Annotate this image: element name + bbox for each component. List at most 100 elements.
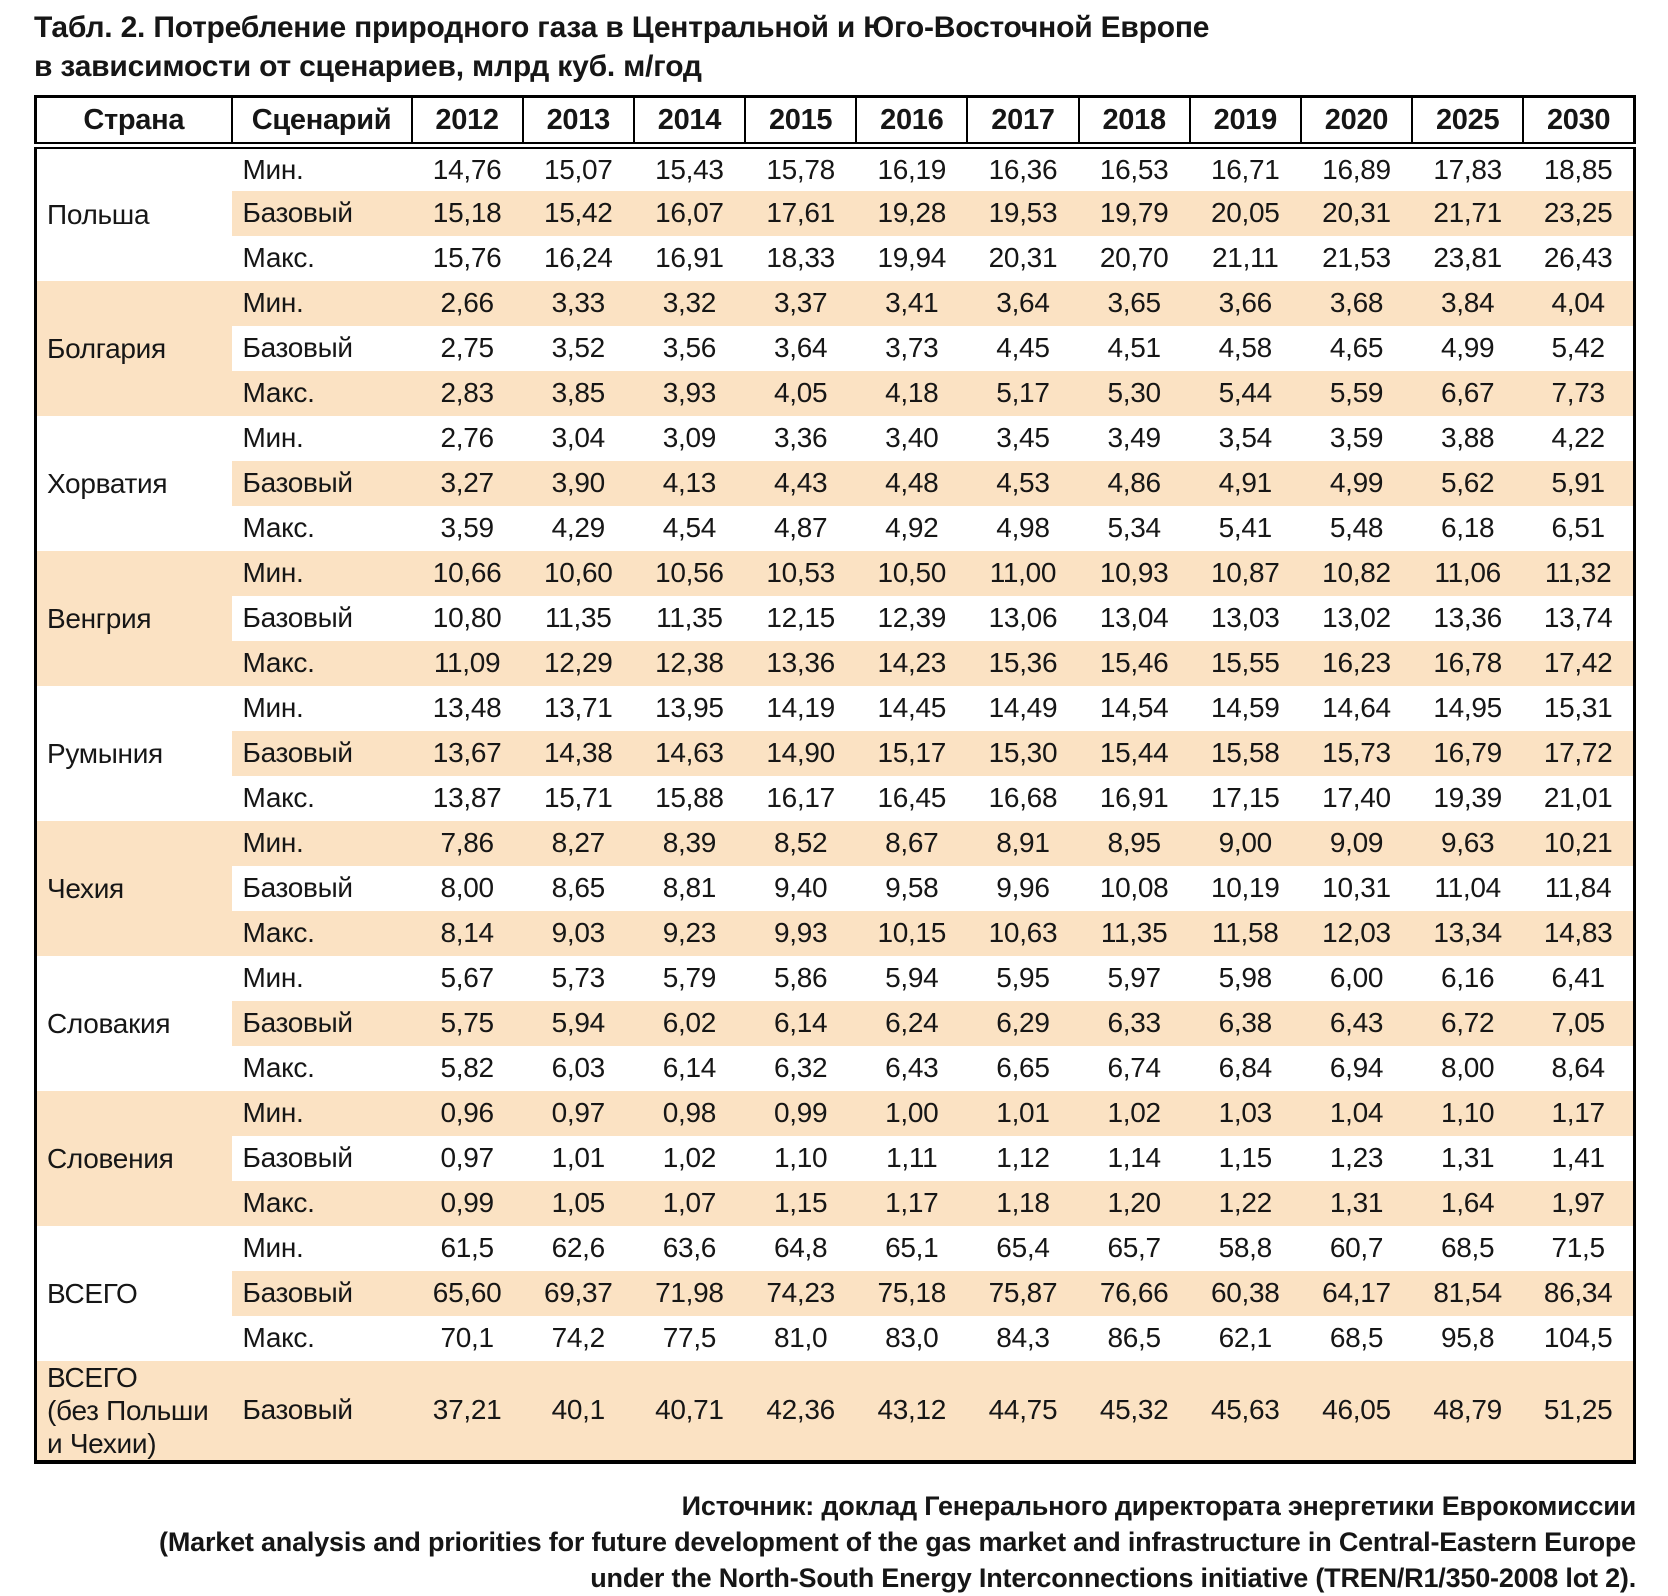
scenario-cell: Макс. [231, 640, 412, 686]
value-cell: 16,17 [766, 782, 835, 813]
header-cell-scenario: Сценарий [230, 96, 412, 149]
scenario-cell: Мин. [242, 1232, 304, 1263]
value-cell: 4,04 [1523, 280, 1635, 326]
scenario-cell: Мин. [242, 692, 304, 723]
value-cell: 0,97 [440, 1142, 494, 1173]
value-cell: 3,40 [885, 422, 939, 453]
value-cell: 1,01 [551, 1142, 606, 1173]
value-cell: 1,31 [1300, 1180, 1413, 1226]
value-cell: 15,58 [1189, 730, 1301, 776]
gas-consumption-table: Страна Сценарий 2012 2013 2014 2015 2016 2017 20… [34, 95, 1636, 1464]
value-cell: 15,17 [856, 730, 968, 776]
value-cell: 10,15 [856, 910, 968, 956]
country-cell: Польша [47, 199, 150, 231]
value-cell: 16,19 [877, 153, 947, 185]
value-cell: 14,23 [856, 640, 968, 686]
value-cell: 21,71 [1412, 190, 1524, 236]
value-cell: 65,7 [1107, 1232, 1161, 1263]
header-cell-year: 2025 [1411, 96, 1524, 149]
value-cell: 20,31 [1300, 190, 1413, 236]
value-cell: 9,63 [1412, 820, 1524, 866]
value-cell: 6,24 [856, 1000, 968, 1046]
value-cell: 15,31 [1543, 692, 1613, 723]
value-cell: 21,01 [1543, 782, 1613, 813]
value-cell: 4,13 [633, 460, 746, 506]
value-cell: 6,14 [745, 1000, 857, 1046]
value-cell: 6,14 [662, 1052, 717, 1083]
value-cell: 4,91 [1189, 460, 1301, 506]
value-cell: 5,67 [440, 962, 494, 993]
country-cell: Чехия [35, 820, 232, 956]
value-cell: 58,8 [1218, 1232, 1273, 1263]
value-cell: 4,99 [1300, 460, 1413, 506]
value-cell: 8,67 [856, 820, 968, 866]
table-row: Хорватия Мин. 2,76 3,04 3,09 3,36 3,40 3,45 3,49… [36, 416, 1635, 499]
value-cell: 70,1 [440, 1322, 494, 1353]
value-cell: 4,99 [1440, 332, 1495, 363]
table-row: Чехия Мин. 7,86 8,27 8,39 8,52 8,67 8,91 8,95 9,0… [35, 820, 1635, 956]
value-cell: 61,5 [440, 1232, 494, 1263]
scenario-cell: Макс. [242, 242, 315, 273]
value-cell: 4,48 [856, 460, 968, 506]
scenario-cell: Базовый [231, 730, 412, 776]
value-cell: 10,60 [522, 550, 634, 596]
value-cell: 69,37 [522, 1270, 634, 1316]
value-cell: 13,03 [1211, 602, 1280, 633]
value-cell: 62,6 [551, 1232, 606, 1263]
value-cell: 14,90 [745, 730, 857, 776]
value-cell: 71,5 [1551, 1232, 1605, 1263]
value-cell: 0,97 [522, 1090, 634, 1136]
value-cell: 16,78 [1412, 640, 1524, 686]
value-cell: 4,58 [1218, 332, 1273, 363]
value-cell: 86,34 [1523, 1270, 1635, 1316]
value-cell: 3,93 [633, 370, 746, 416]
value-cell: 14,19 [766, 692, 835, 723]
value-cell: 64,8 [773, 1232, 828, 1263]
value-cell: 14,64 [1322, 692, 1391, 723]
value-cell: 3,54 [1218, 422, 1273, 453]
table-row: Макс. 15,76 16,24 16,91 18,33 19,94 20,31 20,70… [36, 236, 1635, 281]
value-cell: 15,42 [522, 190, 634, 236]
value-cell: 68,5 [1329, 1322, 1384, 1353]
value-cell: 9,40 [773, 872, 828, 903]
country-cell: Словакия [47, 1007, 171, 1039]
value-cell: 4,92 [885, 512, 939, 543]
value-cell: 15,18 [411, 190, 523, 236]
value-cell: 5,95 [996, 962, 1050, 993]
value-cell: 13,48 [432, 692, 502, 723]
value-cell: 6,74 [1107, 1052, 1161, 1083]
table-row: Макс. 3,59 4,29 4,54 4,87 4,92 4,98 5,34 5,41 5,4… [36, 506, 1635, 551]
value-cell: 8,00 [1440, 1052, 1495, 1083]
value-cell: 60,38 [1189, 1270, 1301, 1316]
value-cell: 2,75 [440, 332, 494, 363]
value-cell: 6,33 [1078, 1000, 1190, 1046]
table-row: ВСЕГО (без Польши и Чехии) Базовый 37,21 40… [35, 1360, 1635, 1462]
value-cell: 3,64 [773, 332, 828, 363]
value-cell: 14,63 [633, 730, 746, 776]
value-cell: 10,50 [856, 550, 968, 596]
value-cell: 3,36 [773, 422, 828, 453]
value-cell: 8,27 [522, 820, 634, 866]
table-row: Базовый 2,75 3,52 3,56 3,64 3,73 4,45 4,51 4,58 4… [36, 326, 1635, 371]
value-cell: 4,43 [745, 460, 857, 506]
value-cell: 10,21 [1523, 820, 1635, 866]
value-cell: 8,00 [440, 872, 494, 903]
value-cell: 4,22 [1551, 422, 1605, 453]
table-row: Венгрия Мин. 10,66 10,60 10,56 10,53 10,50 11,0… [35, 550, 1635, 686]
value-cell: 43,12 [856, 1360, 968, 1462]
value-cell: 0,96 [411, 1090, 523, 1136]
value-cell: 3,85 [522, 370, 634, 416]
scenario-cell: Базовый [231, 1360, 412, 1462]
value-cell: 7,73 [1523, 370, 1635, 416]
value-cell: 3,84 [1412, 280, 1524, 326]
table-title: Табл. 2. Потребление природного газа в Ц… [34, 8, 1636, 86]
value-cell: 19,39 [1433, 782, 1502, 813]
value-cell: 17,72 [1523, 730, 1635, 776]
value-cell: 15,78 [766, 153, 835, 185]
value-cell: 14,49 [988, 692, 1058, 723]
value-cell: 3,45 [996, 422, 1050, 453]
scenario-cell: Базовый [231, 1000, 412, 1046]
value-cell: 3,52 [551, 332, 606, 363]
value-cell: 9,00 [1189, 820, 1301, 866]
value-cell: 1,12 [996, 1142, 1050, 1173]
